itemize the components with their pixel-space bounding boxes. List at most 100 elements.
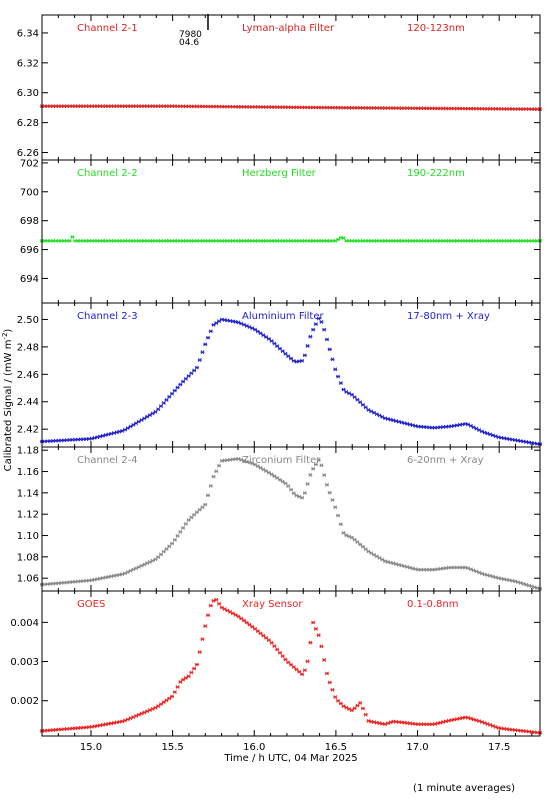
data-point (111, 720, 116, 725)
data-point (175, 533, 180, 538)
y-tick-label: 6.32 (17, 58, 39, 69)
data-point (358, 700, 363, 705)
data-point (319, 320, 324, 324)
data-point (305, 344, 310, 348)
data-point (355, 703, 360, 708)
data-point (336, 513, 341, 518)
data-point (117, 719, 122, 724)
data-point (106, 575, 111, 579)
chart-panel-4: 1.06 1.08 1.10 1.12 1.14 1.16 1.18 Channel 2-4 Z… (17, 446, 542, 592)
data-point (222, 318, 227, 322)
panel-channel-label: Channel 2-2 (77, 168, 138, 179)
data-point (289, 487, 293, 492)
data-point (203, 624, 208, 629)
data-point (175, 385, 180, 390)
data-point (272, 644, 277, 649)
y-tick-label: 1.06 (17, 574, 39, 585)
panel-band-label: 120-123nm (407, 23, 465, 34)
y-tick-label: 1.10 (17, 531, 39, 542)
data-point (161, 700, 166, 705)
data-point (324, 671, 329, 676)
data-point (197, 650, 202, 655)
data-point (230, 319, 235, 324)
series-3 (40, 316, 542, 447)
data-point (266, 336, 271, 341)
data-point (502, 436, 507, 441)
data-point (214, 321, 219, 325)
data-point (313, 462, 318, 467)
data-point (250, 624, 255, 629)
data-point (460, 716, 465, 720)
data-point (236, 614, 241, 619)
panel-filter-label: Xray Sensor (242, 599, 303, 610)
data-point (463, 565, 468, 570)
panel-channel-label: Channel 2-3 (77, 311, 138, 322)
data-point (305, 659, 310, 664)
data-point (504, 577, 509, 582)
data-point (67, 238, 72, 243)
y-tick-label: 6.28 (17, 118, 39, 129)
data-point (219, 317, 224, 322)
chart-panel-5: 0.002 0.003 0.004 GOES Xray Sensor 0.1-0.8nm 1… (10, 590, 542, 753)
data-point (510, 437, 515, 442)
data-point (322, 473, 327, 477)
y-axis-label: Calibrated Signal / (mW m-2) (1, 329, 14, 472)
data-point (264, 335, 269, 339)
data-point (336, 237, 341, 242)
data-point (241, 618, 246, 623)
data-point (161, 401, 166, 405)
data-point (377, 721, 382, 726)
data-point (319, 463, 324, 468)
data-point (217, 601, 222, 606)
data-point (253, 327, 258, 332)
y-tick-label: 0.003 (10, 657, 39, 668)
data-point (524, 440, 529, 444)
data-point (92, 577, 97, 582)
data-point (280, 479, 285, 484)
data-point (200, 350, 205, 355)
data-point (183, 522, 188, 526)
panel-band-label: 190-222nm (407, 168, 465, 179)
data-point (266, 638, 271, 643)
y-tick-label: 696 (20, 245, 39, 256)
data-point (496, 725, 501, 730)
y-axis-label-main: Calibrated Signal / (mW m (3, 340, 14, 472)
data-point (181, 526, 186, 530)
data-point (103, 722, 108, 727)
panel-channel-label: GOES (77, 599, 105, 610)
data-point (158, 404, 163, 409)
data-point (189, 371, 194, 376)
data-point (413, 567, 418, 572)
data-point (114, 720, 119, 725)
data-point (164, 547, 169, 551)
data-point (186, 518, 191, 522)
data-point (280, 654, 285, 659)
data-point (170, 541, 175, 546)
x-tick-label: 17.5 (488, 742, 510, 753)
data-point (175, 685, 180, 689)
data-point (324, 337, 329, 342)
data-point (372, 720, 376, 725)
data-point (114, 573, 119, 578)
data-point (374, 720, 379, 725)
y-tick-label: 2.42 (17, 425, 39, 436)
x-tick-label: 15.0 (80, 742, 102, 753)
data-point (269, 640, 274, 645)
data-point (369, 719, 374, 724)
data-point (206, 335, 210, 340)
panel-channel-label: Channel 2-4 (77, 455, 138, 466)
data-point (189, 670, 194, 675)
data-point (244, 620, 249, 625)
data-point (98, 576, 103, 581)
x-tick-label: 17.0 (406, 742, 428, 753)
cursor-marker: 7980 04.6 (179, 14, 209, 48)
panel-filter-label: Lyman-alpha Filter (242, 23, 335, 34)
panel-filter-label: Aluminium Filter (242, 311, 325, 322)
data-point (92, 724, 97, 729)
data-point (111, 573, 116, 578)
y-tick-label: 2.50 (17, 315, 39, 326)
data-point (510, 578, 515, 583)
y-tick-label: 694 (20, 274, 39, 285)
data-point (319, 644, 324, 649)
